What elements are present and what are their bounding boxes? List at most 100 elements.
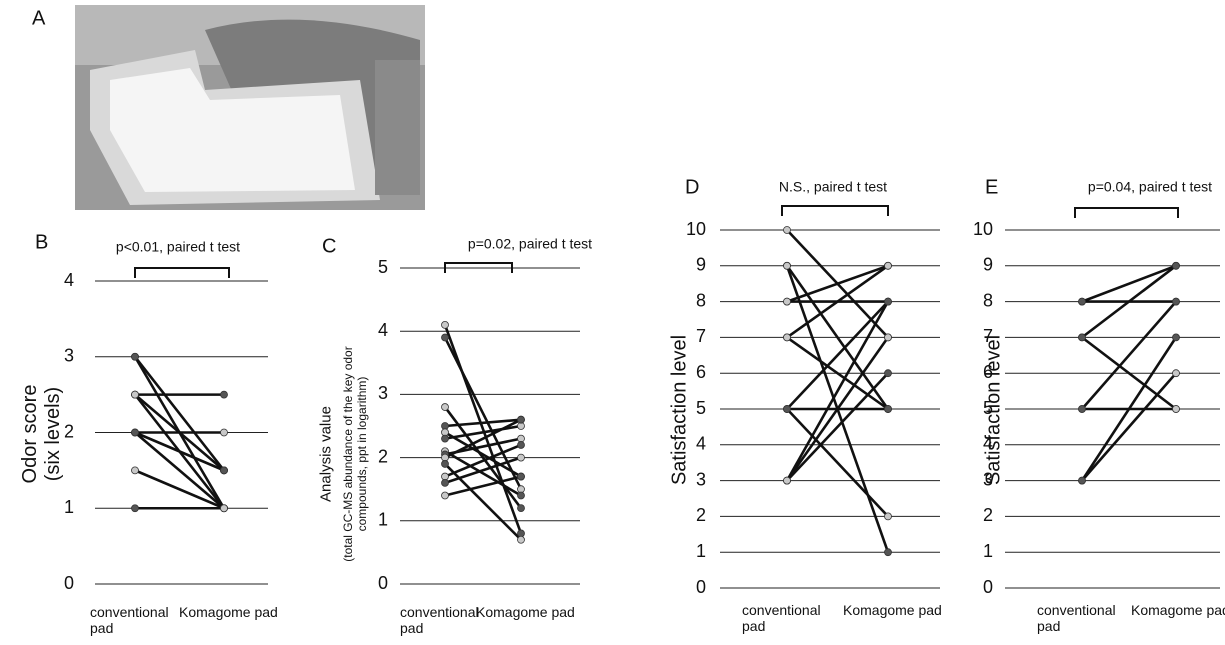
pair-line	[1081, 372, 1177, 482]
pair-line	[785, 265, 890, 410]
point	[517, 472, 525, 481]
annotation: p=0.02, paired t test	[468, 236, 592, 252]
point	[783, 333, 791, 342]
x-tick-label: conventional pad	[742, 602, 821, 635]
y-tick-label: 4	[983, 434, 993, 454]
point	[1078, 476, 1086, 485]
photo	[75, 5, 425, 210]
point	[783, 297, 791, 306]
y-tick-label: 3	[983, 469, 993, 489]
point	[220, 428, 228, 437]
y-tick-label: 8	[983, 290, 993, 310]
point	[441, 333, 449, 342]
y-tick-label: 1	[983, 541, 993, 561]
pair-line	[786, 408, 889, 518]
point	[131, 466, 139, 475]
y-tick-label: 4	[64, 270, 74, 290]
point	[131, 504, 139, 513]
point	[1172, 333, 1180, 342]
x-tick-label: conventional pad	[1037, 602, 1116, 635]
pair-line	[133, 355, 226, 472]
y-tick-label: 3	[696, 469, 706, 489]
y-tick-label: 5	[696, 398, 706, 418]
point	[783, 476, 791, 485]
pair-line	[444, 475, 522, 497]
y-axis-sublabel: (total GC-MS abundance of the key odor c…	[341, 346, 369, 562]
point	[441, 491, 449, 500]
point	[884, 333, 892, 342]
point	[884, 548, 892, 557]
pair-line	[786, 264, 889, 339]
point	[517, 453, 525, 462]
point	[517, 491, 525, 500]
y-tick-label: 3	[378, 383, 388, 403]
y-tick-label: 7	[983, 326, 993, 346]
y-tick-label: 9	[983, 255, 993, 275]
pair-line	[444, 462, 522, 541]
y-axis-label: Analysis value	[317, 406, 335, 502]
pair-line	[443, 324, 523, 534]
y-tick-label: 6	[983, 362, 993, 382]
annotation: p=0.04, paired t test	[1088, 179, 1212, 195]
y-tick-label: 0	[64, 573, 74, 593]
point	[1172, 261, 1180, 270]
y-tick-label: 9	[696, 255, 706, 275]
point	[1172, 297, 1180, 306]
point	[884, 405, 892, 413]
y-tick-label: 3	[64, 346, 74, 366]
point	[441, 434, 449, 443]
y-tick-label: 8	[696, 290, 706, 310]
point	[220, 504, 228, 513]
point	[783, 405, 791, 413]
bracket	[1074, 207, 1179, 218]
y-tick-label: 2	[378, 446, 388, 466]
x-tick-label: Komagome pad	[179, 604, 278, 620]
bracket	[444, 262, 513, 273]
pair-line	[785, 300, 890, 482]
y-tick-label: 10	[686, 219, 706, 239]
pair-line	[786, 300, 889, 410]
y-tick-label: 5	[983, 398, 993, 418]
point	[1078, 333, 1086, 342]
point	[131, 428, 139, 437]
panel-label: B	[35, 231, 48, 253]
y-axis-label: Satisfaction level	[982, 334, 1005, 486]
pair-line	[786, 264, 889, 303]
pair-line	[443, 336, 523, 490]
pair-line	[1081, 264, 1177, 303]
point	[441, 320, 449, 329]
point	[517, 441, 525, 449]
pair-line	[444, 450, 522, 497]
point	[884, 261, 892, 270]
point	[441, 403, 449, 411]
pair-line	[1080, 336, 1178, 482]
y-tick-label: 1	[696, 541, 706, 561]
pair-line	[1081, 300, 1177, 410]
point	[1078, 297, 1086, 306]
pair-line	[786, 372, 889, 482]
x-tick-label: conventional pad	[90, 604, 169, 637]
point	[783, 226, 791, 234]
point	[884, 369, 892, 378]
annotation: p<0.01, paired t test	[116, 239, 240, 255]
point	[220, 390, 228, 399]
y-tick-label: 10	[973, 219, 993, 239]
pair-line	[444, 456, 522, 485]
point	[220, 466, 228, 475]
y-tick-label: 2	[983, 505, 993, 525]
y-tick-label: 7	[696, 326, 706, 346]
point	[131, 390, 139, 399]
pair-line	[444, 424, 522, 440]
y-tick-label: 6	[696, 362, 706, 382]
x-tick-label: Komagome pad	[1131, 602, 1225, 618]
point	[441, 478, 449, 487]
y-tick-label: 1	[64, 497, 74, 517]
y-tick-label: 1	[378, 510, 388, 530]
y-tick-label: 2	[696, 505, 706, 525]
bracket	[134, 267, 230, 278]
panel-label: E	[985, 176, 998, 198]
y-axis-label: Odor score (six levels)	[19, 384, 64, 484]
panel-label: C	[322, 235, 336, 257]
pair-line	[444, 443, 522, 478]
y-axis-label: Satisfaction level	[668, 334, 691, 486]
